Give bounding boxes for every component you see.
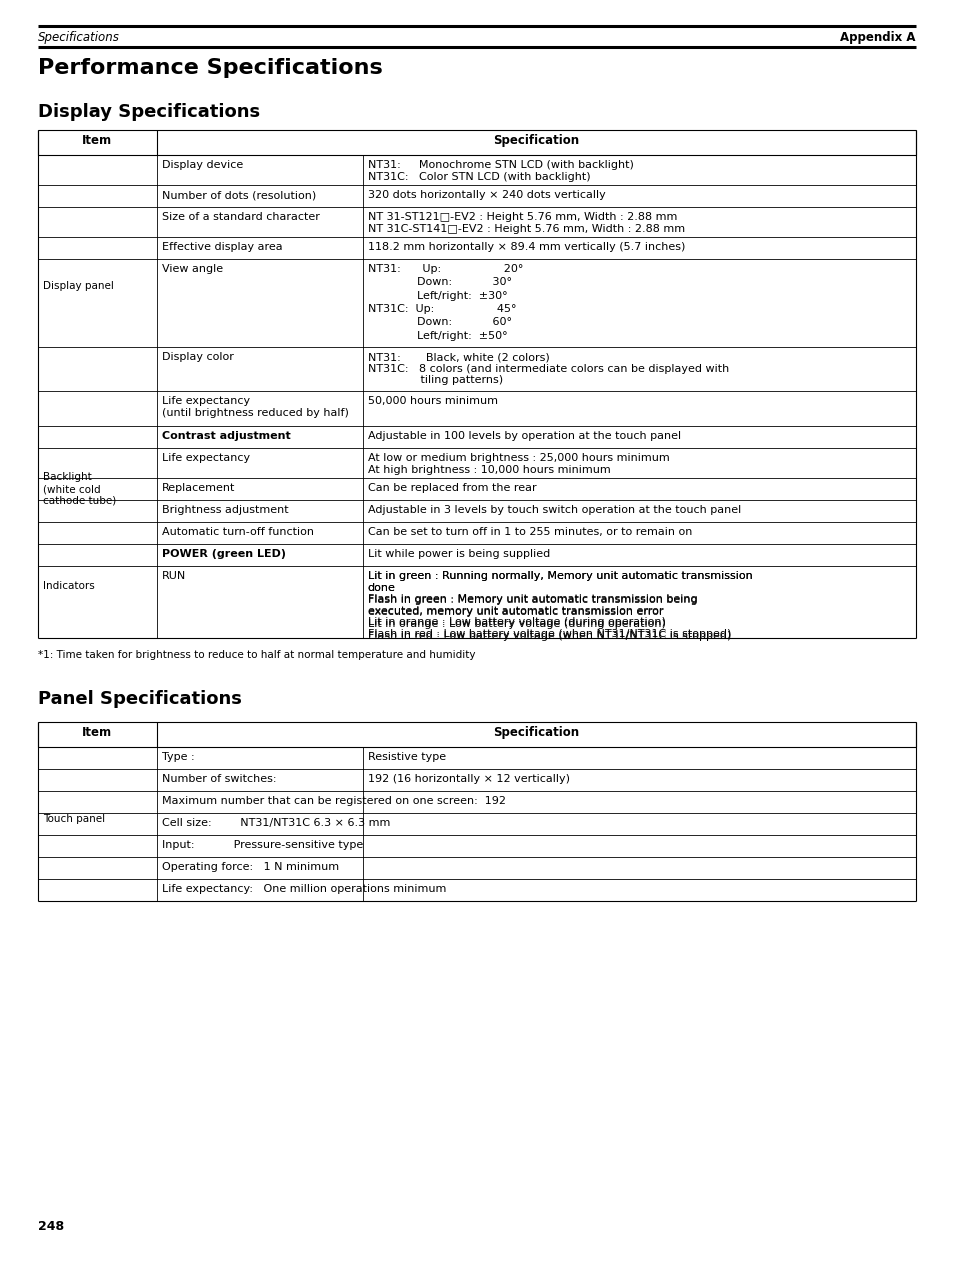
Text: 192 (16 horizontally × 12 vertically): 192 (16 horizontally × 12 vertically) [368, 773, 569, 784]
Text: done: done [368, 583, 395, 593]
Text: Automatic turn-off function: Automatic turn-off function [161, 527, 314, 538]
Text: NT 31-ST121□-EV2 : Height 5.76 mm, Width : 2.88 mm
NT 31C-ST141□-EV2 : Height 5.: NT 31-ST121□-EV2 : Height 5.76 mm, Width… [368, 212, 684, 233]
Text: Life expectancy: Life expectancy [161, 453, 250, 463]
Text: Display color: Display color [161, 353, 233, 361]
Text: Number of switches:: Number of switches: [161, 773, 275, 784]
Text: Specifications: Specifications [38, 30, 120, 44]
Text: 50,000 hours minimum: 50,000 hours minimum [368, 396, 497, 406]
Text: NT31C:  Up:       45°: NT31C: Up: 45° [368, 304, 516, 314]
Text: Flash in green : Memory unit automatic transmission being: Flash in green : Memory unit automatic t… [368, 595, 697, 605]
Text: Display Specifications: Display Specifications [38, 103, 260, 120]
Text: NT31:     Black, white (2 colors)
NT31C:   8 colors (and intermediate colors can: NT31: Black, white (2 colors) NT31C: 8 c… [368, 353, 728, 385]
Text: 118.2 mm horizontally × 89.4 mm vertically (5.7 inches): 118.2 mm horizontally × 89.4 mm vertical… [368, 242, 684, 252]
Text: Maximum number that can be registered on one screen:  192: Maximum number that can be registered on… [161, 796, 505, 806]
Text: POWER (green LED): POWER (green LED) [161, 549, 285, 559]
Text: executed, memory unit automatic transmission error: executed, memory unit automatic transmis… [368, 607, 662, 618]
Text: At low or medium brightness : 25,000 hours minimum
At high brightness : 10,000 h: At low or medium brightness : 25,000 hou… [368, 453, 669, 474]
Text: Size of a standard character: Size of a standard character [161, 212, 319, 222]
Text: Specification: Specification [493, 134, 578, 147]
Text: NT31:    Up:       20°: NT31: Up: 20° [368, 264, 522, 274]
Text: NT31:   Monochrome STN LCD (with backlight)
NT31C:   Color STN LCD (with backlig: NT31: Monochrome STN LCD (with backlight… [368, 160, 633, 181]
Text: View angle: View angle [161, 264, 222, 274]
Text: Life expectancy
(until brightness reduced by half): Life expectancy (until brightness reduce… [161, 396, 348, 417]
Text: Lit while power is being supplied: Lit while power is being supplied [368, 549, 550, 559]
Text: Specification: Specification [493, 727, 578, 739]
Text: Contrast adjustment: Contrast adjustment [161, 431, 290, 441]
Text: *1: Time taken for brightness to reduce to half at normal temperature and humidi: *1: Time taken for brightness to reduce … [38, 650, 475, 661]
Text: 320 dots horizontally × 240 dots vertically: 320 dots horizontally × 240 dots vertica… [368, 190, 605, 200]
Text: Down:     30°: Down: 30° [368, 278, 512, 288]
Text: Replacement: Replacement [161, 483, 234, 493]
Text: Item: Item [82, 134, 112, 147]
Text: Lit in green : Running normally, Memory unit automatic transmission
done
Flash i: Lit in green : Running normally, Memory … [368, 571, 752, 639]
Text: Display device: Display device [161, 160, 242, 170]
Text: Touch panel: Touch panel [43, 814, 105, 824]
Text: Down:     60°: Down: 60° [368, 317, 512, 327]
Text: Lit in green : Running normally, Memory unit automatic transmission: Lit in green : Running normally, Memory … [368, 571, 752, 581]
Text: Input:         Pressure-sensitive type: Input: Pressure-sensitive type [161, 839, 362, 850]
Text: Type :: Type : [161, 752, 194, 762]
Text: Life expectancy:   One million operations minimum: Life expectancy: One million operations … [161, 884, 445, 894]
Text: Left/right:  ±30°: Left/right: ±30° [368, 290, 507, 301]
Text: Flash in red : Low battery voltage (when NT31/NT31C is stopped): Flash in red : Low battery voltage (when… [368, 631, 730, 642]
Text: Panel Specifications: Panel Specifications [38, 690, 242, 708]
Text: Indicators: Indicators [43, 581, 94, 591]
Text: RUN: RUN [161, 571, 186, 581]
Text: Can be replaced from the rear: Can be replaced from the rear [368, 483, 536, 493]
Text: Appendix A: Appendix A [840, 30, 915, 44]
Text: Number of dots (resolution): Number of dots (resolution) [161, 190, 315, 200]
Text: Adjustable in 3 levels by touch switch operation at the touch panel: Adjustable in 3 levels by touch switch o… [368, 505, 740, 515]
Text: Brightness adjustment: Brightness adjustment [161, 505, 288, 515]
Text: Performance Specifications: Performance Specifications [38, 58, 382, 79]
Text: Lit in orange : Low battery voltage (during operation): Lit in orange : Low battery voltage (dur… [368, 619, 665, 629]
Text: Display panel: Display panel [43, 280, 113, 290]
Text: 248: 248 [38, 1220, 64, 1232]
Text: Adjustable in 100 levels by operation at the touch panel: Adjustable in 100 levels by operation at… [368, 431, 680, 441]
Text: Backlight
(white cold
cathode tube): Backlight (white cold cathode tube) [43, 473, 116, 506]
Text: Resistive type: Resistive type [368, 752, 445, 762]
Text: Effective display area: Effective display area [161, 242, 282, 252]
Text: Item: Item [82, 727, 112, 739]
Text: Cell size:      NT31/NT31C 6.3 × 6.3 mm: Cell size: NT31/NT31C 6.3 × 6.3 mm [161, 818, 390, 828]
Text: Can be set to turn off in 1 to 255 minutes, or to remain on: Can be set to turn off in 1 to 255 minut… [368, 527, 692, 538]
Text: Left/right:  ±50°: Left/right: ±50° [368, 331, 507, 341]
Text: Operating force:   1 N minimum: Operating force: 1 N minimum [161, 862, 338, 872]
